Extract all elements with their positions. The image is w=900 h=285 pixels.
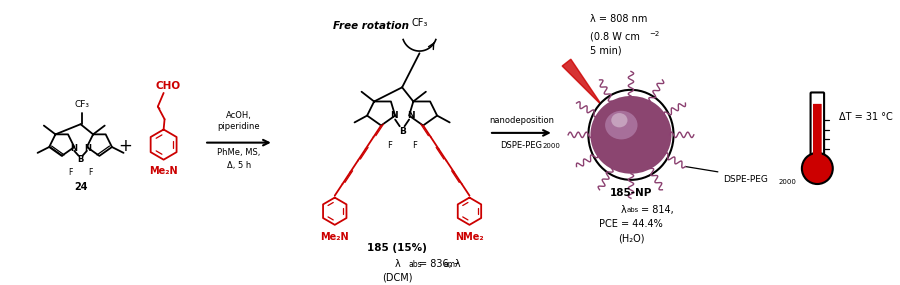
Text: F: F (68, 168, 73, 177)
Text: (0.8 W cm: (0.8 W cm (590, 32, 640, 42)
Text: −2: −2 (649, 30, 659, 36)
Text: PhMe, MS,: PhMe, MS, (217, 148, 261, 156)
Text: F: F (387, 141, 392, 150)
Text: Me₂N: Me₂N (149, 166, 178, 176)
Text: 5 min): 5 min) (590, 45, 622, 55)
FancyBboxPatch shape (813, 104, 822, 161)
Text: CF₃: CF₃ (75, 100, 90, 109)
Text: 24: 24 (74, 182, 87, 192)
Text: ΔT = 31 °C: ΔT = 31 °C (839, 112, 892, 122)
Ellipse shape (611, 113, 627, 127)
Text: (DCM): (DCM) (382, 272, 412, 282)
Text: Δ, 5 h: Δ, 5 h (227, 161, 251, 170)
Text: λ: λ (394, 258, 400, 268)
Text: 185 (15%): 185 (15%) (367, 243, 428, 253)
Circle shape (802, 153, 832, 184)
Text: AcOH,
piperidine: AcOH, piperidine (218, 111, 260, 131)
FancyBboxPatch shape (811, 92, 824, 162)
Text: Free rotation: Free rotation (333, 21, 410, 31)
Text: nanodeposition: nanodeposition (489, 116, 554, 125)
Text: –: – (454, 258, 458, 268)
Text: = 814,: = 814, (641, 205, 673, 215)
Text: CF₃: CF₃ (411, 18, 428, 28)
Ellipse shape (590, 96, 671, 174)
Text: B: B (77, 155, 84, 164)
Text: N: N (85, 144, 91, 153)
Text: em: em (444, 260, 455, 268)
Text: abs: abs (409, 260, 422, 268)
Text: F: F (88, 168, 93, 177)
Text: N: N (407, 111, 414, 120)
Text: λ: λ (620, 205, 626, 215)
Text: (H₂O): (H₂O) (617, 234, 644, 244)
Text: F: F (412, 141, 418, 150)
Text: abs: abs (627, 207, 639, 213)
Text: 2000: 2000 (543, 142, 561, 149)
Polygon shape (562, 59, 602, 106)
Text: B: B (399, 127, 406, 136)
Text: N: N (70, 144, 77, 153)
Text: 2000: 2000 (778, 179, 796, 185)
Text: DSPE-PEG: DSPE-PEG (500, 141, 543, 150)
Ellipse shape (589, 90, 673, 180)
Text: 185-NP: 185-NP (610, 188, 652, 198)
Text: λ = 808 nm: λ = 808 nm (590, 14, 648, 24)
Ellipse shape (605, 111, 637, 139)
Text: N: N (390, 111, 398, 120)
Text: CHO: CHO (156, 81, 181, 91)
Text: DSPE-PEG: DSPE-PEG (723, 175, 768, 184)
Text: = 836, λ: = 836, λ (418, 258, 460, 268)
Text: NMe₂: NMe₂ (455, 232, 484, 242)
Text: Me₂N: Me₂N (320, 232, 349, 242)
Text: PCE = 44.4%: PCE = 44.4% (599, 219, 662, 229)
Text: +: + (118, 137, 132, 154)
